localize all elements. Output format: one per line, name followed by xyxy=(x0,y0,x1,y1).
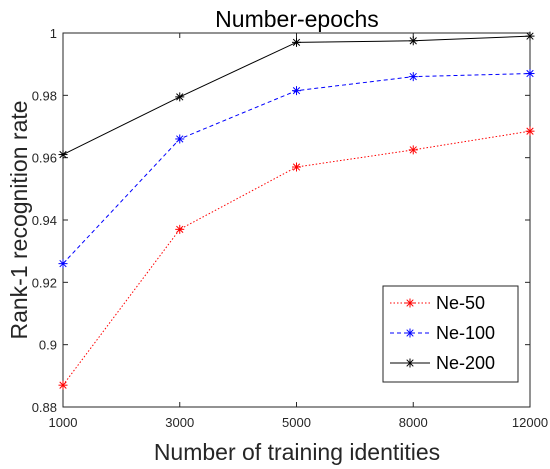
x-tick-label: 12000 xyxy=(512,415,548,430)
y-tick-label: 0.98 xyxy=(32,88,57,103)
data-point-ne-50 xyxy=(175,224,185,234)
series-line-ne-50 xyxy=(62,130,531,386)
legend-label-ne-100: Ne-100 xyxy=(436,323,495,343)
y-axis: 0.88 0.9 0.92 0.94 0.96 0.98 1 xyxy=(32,26,530,415)
legend-marker-ne-100 xyxy=(405,328,415,338)
data-point-ne-200 xyxy=(292,37,301,47)
x-tick-label: 8000 xyxy=(399,415,428,430)
y-tick-label: 0.92 xyxy=(32,275,57,290)
data-point-ne-100 xyxy=(525,69,535,79)
data-point-ne-200 xyxy=(58,150,68,160)
data-point-ne-100 xyxy=(408,72,418,82)
series-layer xyxy=(58,31,535,390)
legend-box xyxy=(382,285,519,383)
x-tick-label: 1000 xyxy=(49,415,78,430)
chart-title: Number-epochs xyxy=(215,6,379,32)
series-line-ne-200 xyxy=(62,35,531,155)
data-point-ne-100 xyxy=(292,86,301,96)
data-point-ne-100 xyxy=(58,259,68,269)
legend: Ne-50 Ne-100 Ne-200 xyxy=(382,285,519,383)
data-point-ne-50 xyxy=(292,162,301,172)
legend-label-ne-200: Ne-200 xyxy=(436,353,495,373)
y-axis-title: Rank-1 recognition rate xyxy=(6,100,32,339)
y-tick-label: 0.96 xyxy=(32,151,57,166)
y-tick-label: 1 xyxy=(50,26,57,41)
legend-marker-ne-50 xyxy=(405,298,415,308)
x-tick-label: 3000 xyxy=(165,415,194,430)
y-tick-label: 0.88 xyxy=(32,400,57,415)
x-tick-label: 5000 xyxy=(282,415,311,430)
y-tick-label: 0.94 xyxy=(32,213,57,228)
data-point-ne-100 xyxy=(175,134,185,144)
legend-marker-ne-200 xyxy=(405,358,415,368)
legend-label-ne-50: Ne-50 xyxy=(436,293,485,313)
x-axis-title: Number of training identities xyxy=(154,439,440,465)
data-point-ne-200 xyxy=(525,31,535,41)
data-point-ne-200 xyxy=(175,92,185,102)
data-point-ne-50 xyxy=(58,380,68,390)
x-axis: 1000 3000 5000 8000 12000 xyxy=(49,33,548,430)
data-point-ne-50 xyxy=(408,145,418,155)
data-point-ne-200 xyxy=(408,36,418,46)
data-point-ne-50 xyxy=(525,126,535,136)
y-tick-label: 0.9 xyxy=(39,338,57,353)
